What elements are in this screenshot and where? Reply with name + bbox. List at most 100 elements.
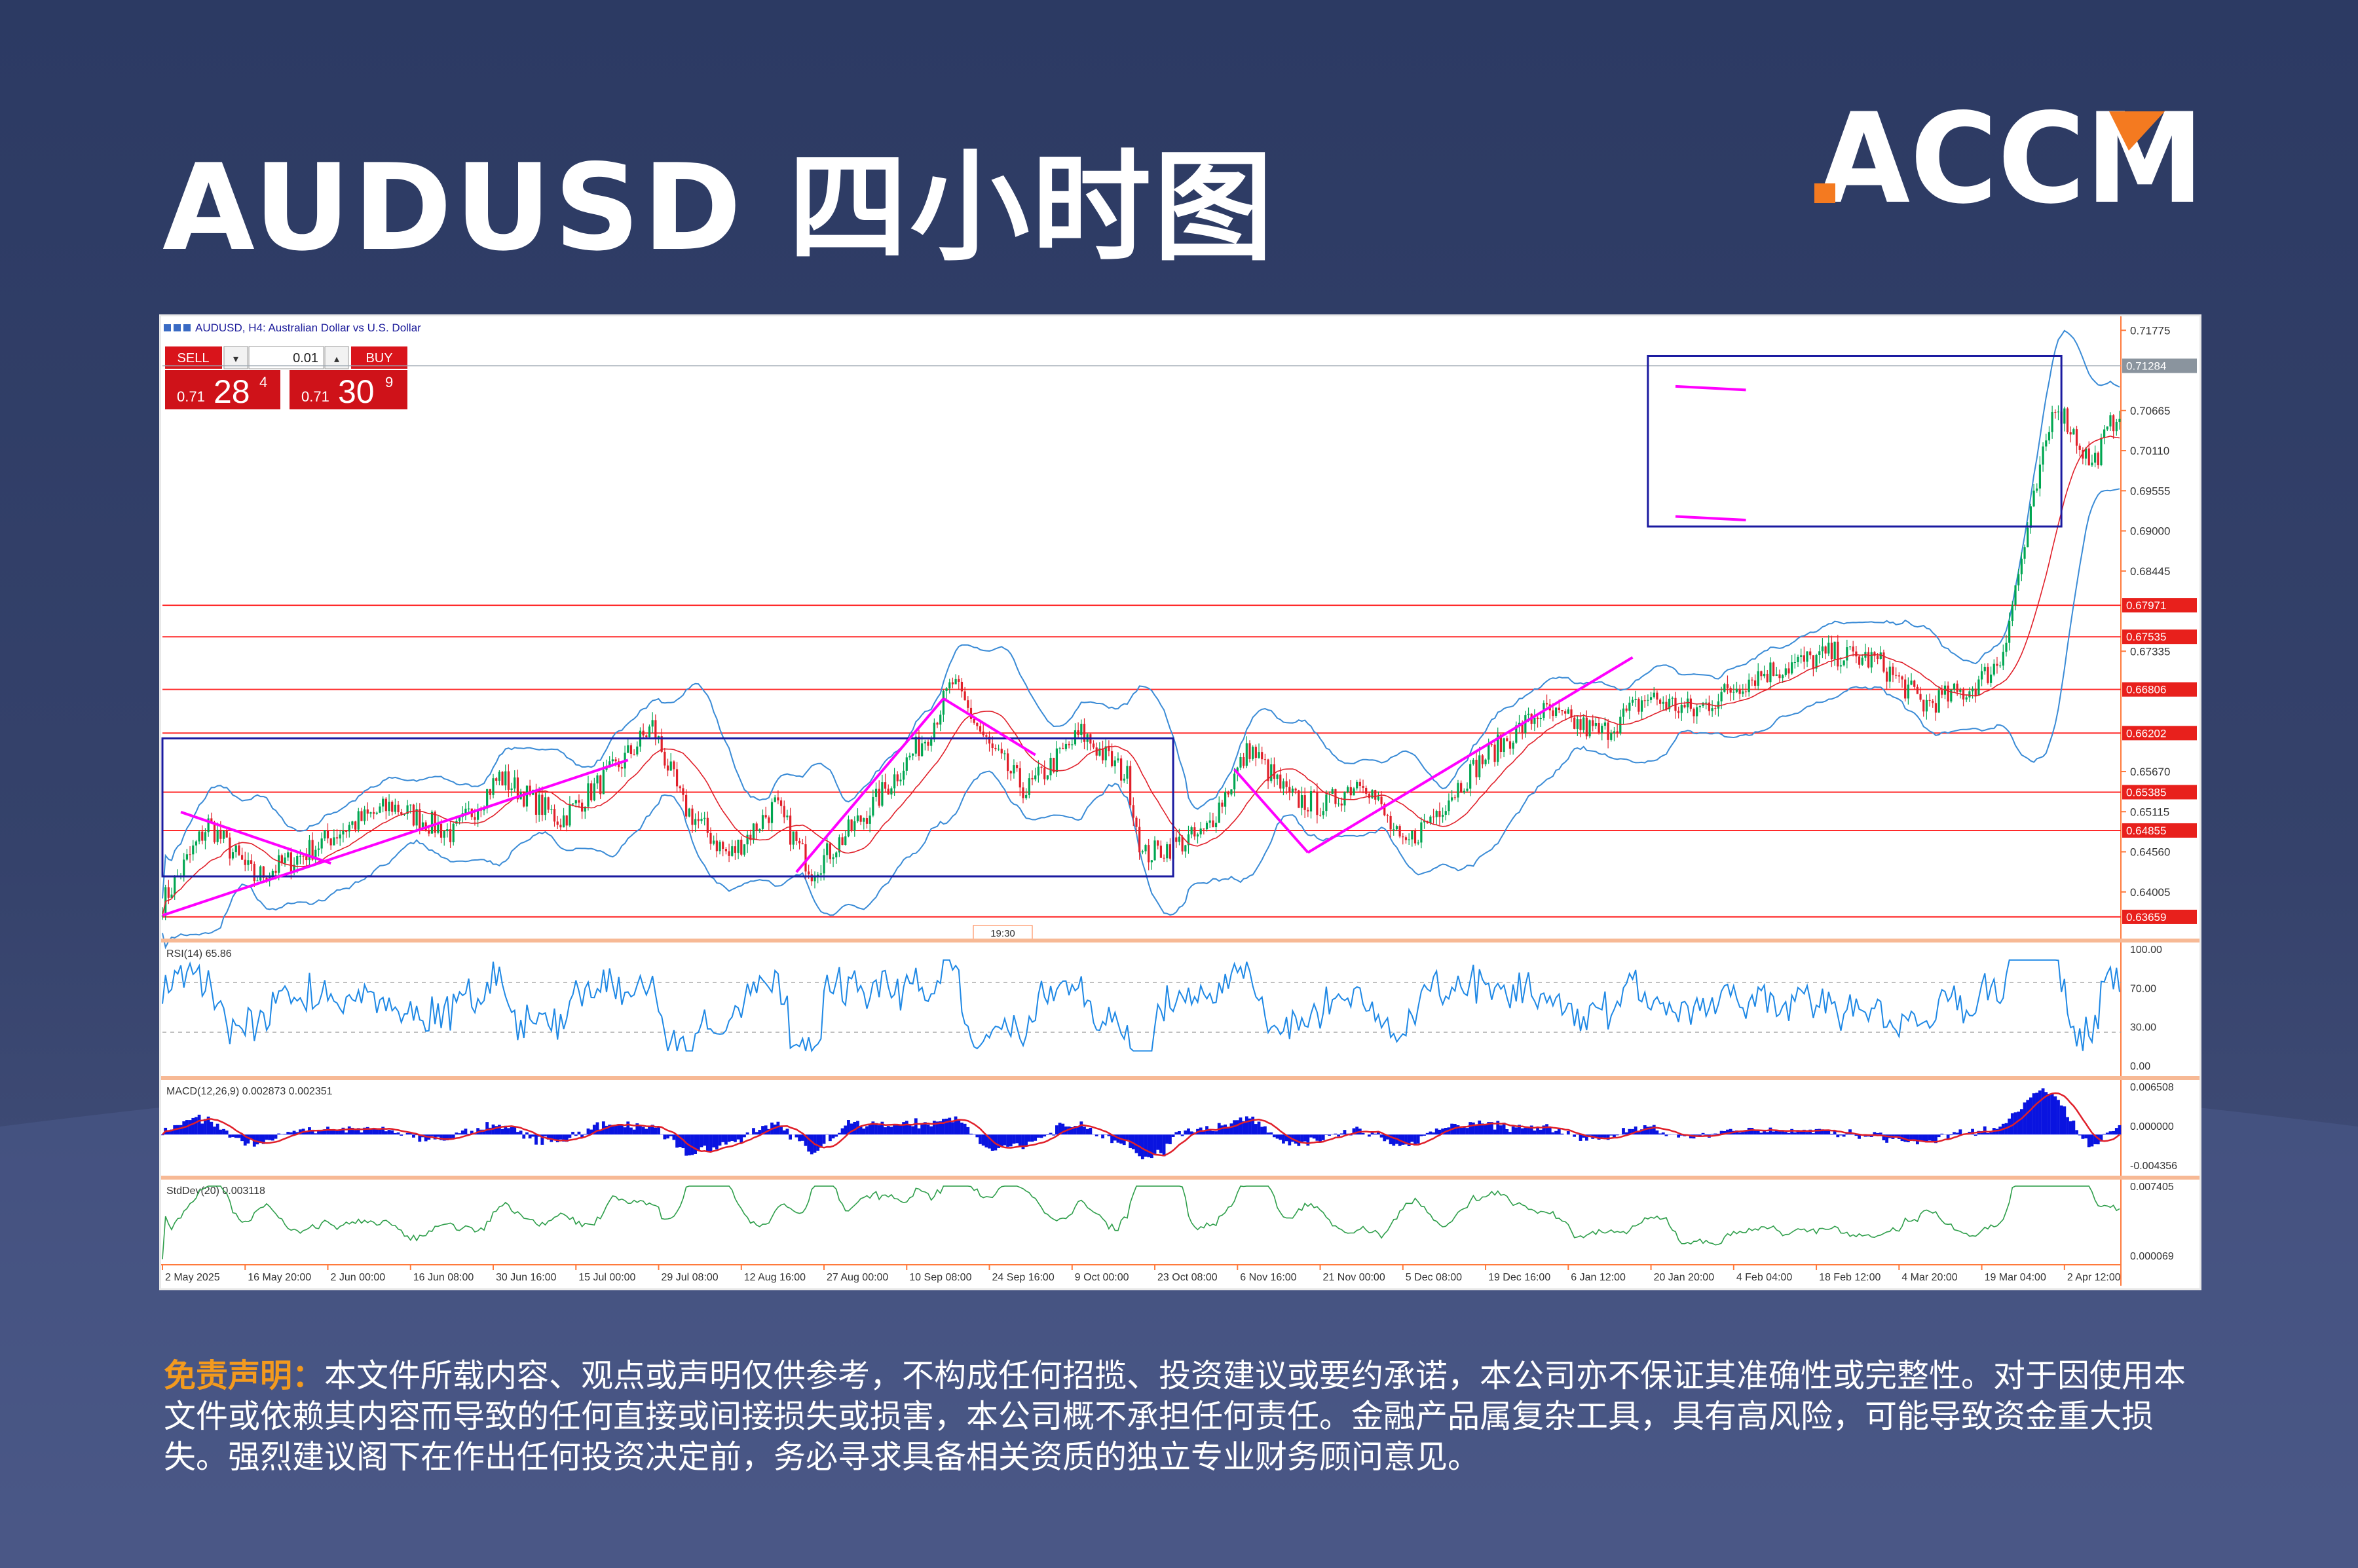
trend-line <box>795 698 945 873</box>
macd-histogram-bar <box>1144 1134 1148 1157</box>
macd-histogram-bar <box>387 1130 391 1135</box>
lot-decrease-button[interactable] <box>223 346 248 369</box>
macd-histogram-bar <box>1505 1129 1509 1135</box>
candle-body <box>673 761 675 770</box>
lot-size-input[interactable] <box>248 346 324 369</box>
macd-histogram-bar <box>2084 1134 2087 1139</box>
candle-body <box>1429 816 1432 823</box>
candle-body <box>620 767 624 769</box>
candle-body <box>1708 702 1711 711</box>
indicator-tick-label: 0.006508 <box>2130 1082 2174 1093</box>
candle-body <box>2017 574 2020 586</box>
macd-histogram-bar <box>2093 1134 2097 1145</box>
candle-body <box>571 803 574 805</box>
candle-body <box>1545 703 1548 705</box>
candle-body <box>1643 700 1646 701</box>
candle-body <box>810 874 813 882</box>
macd-histogram-bar <box>2044 1092 2048 1135</box>
candle-body <box>523 792 525 807</box>
macd-histogram-bar <box>798 1134 802 1142</box>
candle-body <box>421 822 424 830</box>
macd-histogram-bar <box>1799 1130 1803 1135</box>
candle-body <box>587 783 590 807</box>
macd-histogram-bar <box>1882 1134 1886 1141</box>
candle-body <box>1101 748 1104 760</box>
macd-histogram-bar <box>562 1134 565 1142</box>
candle-body <box>593 783 595 801</box>
macd-histogram-bar <box>1030 1134 1034 1142</box>
macd-histogram-bar <box>1474 1125 1478 1135</box>
candle-body <box>1735 688 1738 692</box>
candle-body <box>1594 723 1597 726</box>
macd-histogram-bar <box>363 1127 367 1135</box>
macd-histogram-bar <box>920 1123 924 1135</box>
trading-chart[interactable]: AUDUSD, H4: Australian Dollar vs U.S. Do… <box>159 314 2201 1290</box>
macd-histogram-bar <box>381 1127 385 1135</box>
sell-button[interactable] <box>165 346 222 369</box>
buy-price-box[interactable] <box>290 370 407 409</box>
macd-histogram-bar <box>645 1129 648 1135</box>
candle-body <box>2072 429 2075 435</box>
candle-body <box>1300 795 1303 808</box>
x-tick-label: 19 Dec 16:00 <box>1488 1272 1550 1283</box>
macd-histogram-bar <box>1315 1134 1319 1141</box>
candle-body <box>1138 827 1141 853</box>
candle-body <box>869 815 871 824</box>
candle-body <box>1726 684 1729 688</box>
candle-body <box>1205 823 1208 830</box>
candle-body <box>1867 652 1870 668</box>
candle-body <box>1846 647 1848 661</box>
candle-body <box>1527 713 1530 715</box>
candle-body <box>985 735 988 737</box>
macd-histogram-bar <box>1021 1134 1025 1149</box>
trend-line <box>180 810 331 865</box>
candle-body <box>590 783 593 801</box>
macd-histogram-bar <box>390 1130 394 1135</box>
candle-body <box>553 809 556 822</box>
macd-histogram-bar <box>789 1134 792 1140</box>
candle-body <box>1536 717 1539 720</box>
macd-histogram-bar <box>1818 1129 1822 1135</box>
candle-body <box>758 829 761 831</box>
candle-body <box>1159 846 1162 858</box>
candle-body <box>1793 662 1796 663</box>
macd-histogram-bar <box>1469 1122 1472 1135</box>
candle-body <box>1742 691 1744 694</box>
candle-body <box>366 809 369 814</box>
price-tick-label: 0.69000 <box>2130 525 2170 538</box>
macd-histogram-bar <box>1328 1134 1331 1136</box>
macd-histogram-bar <box>1015 1134 1019 1144</box>
macd-histogram-bar <box>1499 1125 1503 1135</box>
macd-histogram-bar <box>213 1127 216 1135</box>
macd-histogram-bar <box>1070 1127 1074 1135</box>
chart-canvas[interactable]: AUDUSD, H4: Australian Dollar vs U.S. Do… <box>161 316 2199 1288</box>
macd-histogram-bar <box>902 1122 906 1135</box>
macd-histogram-bar <box>734 1134 737 1142</box>
candle-body <box>1178 836 1181 842</box>
macd-histogram-bar <box>1729 1129 1732 1135</box>
candle-body <box>287 852 290 858</box>
upper-band <box>162 329 2120 899</box>
candle-body <box>1074 730 1077 745</box>
candle-body <box>1916 686 1918 694</box>
macd-histogram-bar <box>1480 1123 1484 1135</box>
candle-body <box>388 802 390 812</box>
lot-increase-button[interactable] <box>324 346 349 369</box>
candle-body <box>645 735 648 737</box>
macd-histogram-bar <box>859 1127 863 1135</box>
candle-body <box>1043 768 1046 779</box>
sell-price-box[interactable] <box>165 370 280 409</box>
macd-histogram-bar <box>1915 1134 1919 1145</box>
one-click-trade-panel[interactable]: SELL ▾ 0.01 ▴ BUY 0.71 28 4 0.71 30 9 <box>165 346 407 410</box>
macd-histogram-bar <box>1074 1126 1077 1135</box>
candle-body <box>1362 785 1364 788</box>
macd-histogram-bar <box>862 1129 866 1135</box>
macd-histogram-bar <box>1989 1132 1993 1135</box>
buy-button[interactable] <box>351 346 407 369</box>
macd-histogram-bar <box>1352 1128 1356 1135</box>
macd-histogram-bar <box>1848 1129 1852 1135</box>
candle-body <box>339 834 341 839</box>
candle-body <box>253 863 255 882</box>
candle-body <box>1956 683 1958 692</box>
candle-body <box>525 785 529 807</box>
